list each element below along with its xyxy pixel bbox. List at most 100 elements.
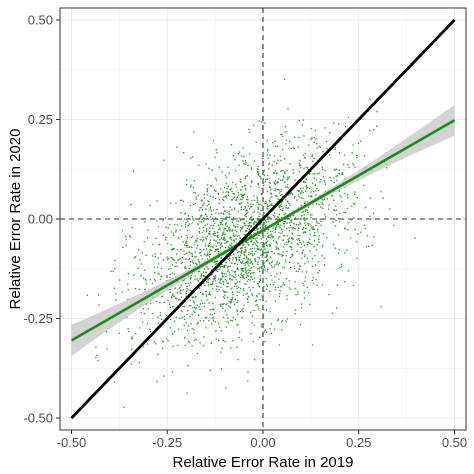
data-point [258, 219, 260, 221]
data-point [328, 154, 331, 156]
data-point [268, 290, 271, 293]
data-point [316, 228, 319, 231]
data-point [220, 257, 222, 259]
data-point [315, 278, 317, 281]
data-point [226, 187, 228, 190]
data-point [227, 317, 229, 319]
data-point [171, 371, 174, 373]
data-point [350, 218, 353, 221]
data-point [195, 338, 198, 341]
data-point [233, 240, 236, 243]
data-point [185, 240, 188, 242]
data-point [231, 199, 234, 201]
data-point [235, 259, 238, 262]
data-point [208, 230, 211, 233]
x-axis-ticks: -0.50 -0.25 0.00 0.25 0.50 [57, 430, 467, 450]
data-point [207, 184, 209, 186]
data-point [180, 292, 182, 295]
data-point [294, 195, 296, 198]
data-point [170, 248, 173, 251]
data-point [254, 221, 257, 223]
data-point [214, 250, 217, 253]
data-point [251, 276, 253, 278]
data-point [210, 185, 212, 187]
data-point [291, 237, 293, 240]
data-point [231, 259, 234, 261]
data-point [224, 174, 227, 177]
data-point [306, 243, 308, 246]
data-point [217, 250, 220, 253]
data-point [157, 353, 159, 356]
data-point [353, 202, 355, 205]
data-point [214, 234, 216, 237]
data-point [190, 277, 192, 279]
data-point [278, 225, 280, 228]
data-point [197, 258, 200, 261]
data-point [236, 217, 238, 220]
data-point [224, 246, 227, 249]
data-point [212, 282, 214, 285]
data-point [252, 286, 254, 289]
data-point [297, 229, 299, 232]
data-point [220, 212, 223, 214]
data-point [164, 217, 167, 219]
data-point [199, 303, 202, 305]
data-point [241, 195, 243, 198]
data-point [270, 233, 273, 235]
data-point [225, 196, 228, 199]
data-point [155, 300, 158, 303]
data-point [212, 307, 214, 310]
data-point [247, 205, 250, 207]
data-point [202, 271, 205, 273]
data-point [200, 206, 203, 209]
data-point [274, 276, 276, 278]
data-point [286, 298, 288, 300]
data-point [226, 240, 228, 243]
data-point [213, 312, 216, 314]
data-point [307, 211, 309, 214]
data-point [226, 286, 228, 288]
data-point [275, 187, 277, 190]
data-point [277, 286, 280, 289]
data-point [278, 178, 280, 180]
data-point [310, 138, 312, 140]
data-point [321, 201, 324, 204]
data-point [280, 133, 282, 136]
data-point [289, 256, 292, 259]
data-point [175, 316, 178, 318]
data-point [157, 263, 160, 265]
data-point [306, 257, 309, 260]
data-point [241, 227, 244, 229]
data-point [333, 122, 335, 124]
data-point [336, 179, 338, 182]
data-point [263, 245, 265, 247]
data-point [209, 233, 211, 236]
data-point [271, 204, 273, 206]
data-point [230, 279, 232, 281]
data-point [205, 290, 207, 293]
data-point [205, 228, 208, 230]
data-point [183, 244, 186, 246]
data-point [302, 197, 304, 200]
data-point [364, 227, 367, 230]
data-point [214, 260, 217, 263]
data-point [218, 326, 221, 329]
data-point [240, 272, 243, 274]
data-point [215, 177, 217, 179]
data-point [241, 309, 243, 311]
data-point [356, 257, 358, 260]
data-point [248, 131, 251, 134]
data-point [244, 248, 247, 251]
data-point [209, 208, 212, 210]
data-point [224, 278, 227, 281]
data-point [298, 237, 300, 240]
data-point [280, 286, 282, 288]
data-point [179, 291, 181, 293]
data-point [223, 272, 226, 275]
data-point [144, 288, 146, 291]
data-point [315, 194, 317, 196]
data-point [169, 273, 171, 276]
data-point [275, 245, 277, 248]
data-point [274, 180, 277, 182]
data-point [273, 155, 276, 157]
